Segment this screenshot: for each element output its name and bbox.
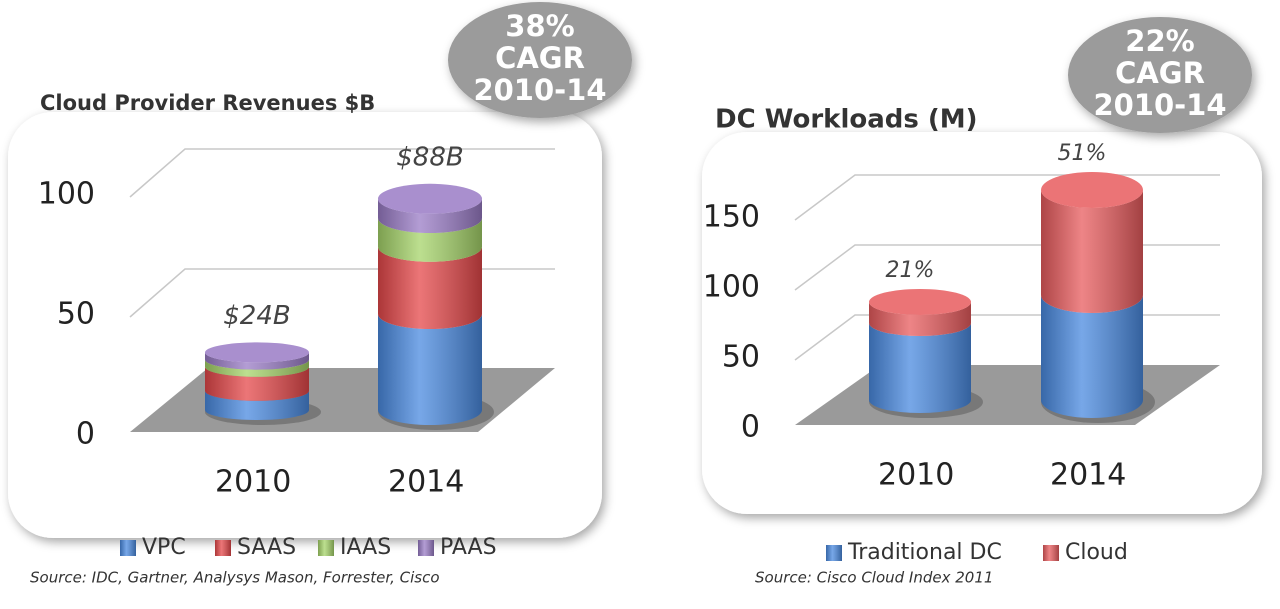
bar-shading bbox=[205, 359, 309, 377]
y-tick-label: 100 bbox=[38, 177, 95, 212]
y-tick-label: 50 bbox=[57, 297, 95, 332]
legend-label: SAAS bbox=[237, 535, 296, 560]
bar-shading bbox=[378, 218, 482, 262]
badge-text: 2010-14 bbox=[473, 73, 606, 107]
total-label: $24B bbox=[223, 301, 290, 331]
badge-text: CAGR bbox=[1115, 56, 1205, 90]
x-tick-label: 2010 bbox=[215, 465, 291, 500]
bar-top bbox=[378, 183, 482, 214]
legend-swatch-shade bbox=[418, 540, 434, 556]
bar-shading bbox=[205, 366, 309, 401]
x-tick-label: 2014 bbox=[388, 465, 464, 500]
legend-label: IAAS bbox=[340, 535, 391, 560]
x-tick-label: 2010 bbox=[878, 458, 954, 493]
source-note: Source: IDC, Gartner, Analysys Mason, Fo… bbox=[30, 569, 440, 587]
legend-swatch-shade bbox=[120, 540, 136, 556]
y-tick-label: 100 bbox=[703, 270, 760, 305]
bar-shading bbox=[205, 390, 309, 420]
bar-top-shine bbox=[1041, 172, 1143, 208]
legend-label: VPC bbox=[142, 535, 186, 560]
badge-text: 38% bbox=[505, 9, 574, 43]
bar-shading bbox=[1041, 295, 1143, 418]
bar-top bbox=[1041, 172, 1143, 208]
bar-shading bbox=[378, 314, 482, 425]
bar-top bbox=[869, 289, 971, 315]
x-tick-label: 2014 bbox=[1050, 458, 1126, 493]
total-label: $88B bbox=[396, 142, 463, 172]
chart-title: DC Workloads (M) bbox=[715, 105, 978, 135]
legend-swatch-shade bbox=[215, 540, 231, 556]
bar-top-shine bbox=[378, 183, 482, 214]
bar-top-shine bbox=[869, 289, 971, 315]
y-tick-label: 50 bbox=[722, 340, 760, 375]
panel bbox=[8, 112, 602, 538]
share-label: 21% bbox=[886, 258, 935, 283]
badge bbox=[448, 2, 632, 118]
bar-top-shine bbox=[205, 342, 309, 363]
badge bbox=[1068, 17, 1252, 133]
y-tick-label: 150 bbox=[703, 200, 760, 235]
y-tick-label: 0 bbox=[741, 410, 760, 445]
legend-label: Traditional DC bbox=[847, 540, 1002, 565]
legend-label: Cloud bbox=[1065, 540, 1128, 565]
y-tick-label: 0 bbox=[76, 417, 95, 452]
legend-swatch-shade bbox=[318, 540, 334, 556]
source-note: Source: Cisco Cloud Index 2011 bbox=[755, 569, 993, 587]
panel bbox=[702, 132, 1262, 514]
bar-shading bbox=[378, 246, 482, 329]
badge-text: 22% bbox=[1125, 24, 1194, 58]
chart-title: Cloud Provider Revenues $B bbox=[40, 91, 375, 115]
legend-swatch-shade bbox=[1043, 545, 1059, 561]
bar-shading bbox=[378, 198, 482, 233]
bar-shading bbox=[1041, 190, 1143, 313]
badge-text: 2010-14 bbox=[1093, 88, 1226, 122]
badge-text: CAGR bbox=[495, 41, 585, 75]
share-label: 51% bbox=[1058, 141, 1107, 166]
bar-shading bbox=[869, 302, 971, 336]
grid-line bbox=[129, 148, 555, 198]
legend-label: PAAS bbox=[440, 535, 497, 560]
bar-shading bbox=[869, 323, 971, 413]
bar-shading bbox=[205, 352, 309, 370]
legend-swatch-shade bbox=[826, 545, 842, 561]
bar-top bbox=[205, 342, 309, 363]
